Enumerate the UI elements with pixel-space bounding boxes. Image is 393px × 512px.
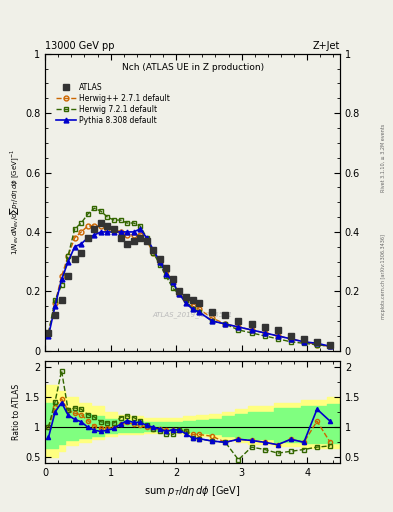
Text: Z+Jet: Z+Jet: [312, 41, 340, 51]
Text: ATLAS_2019_I1736531: ATLAS_2019_I1736531: [152, 312, 233, 318]
Text: Rivet 3.1.10, ≥ 3.2M events: Rivet 3.1.10, ≥ 3.2M events: [381, 123, 386, 192]
Legend: ATLAS, Herwig++ 2.7.1 default, Herwig 7.2.1 default, Pythia 8.308 default: ATLAS, Herwig++ 2.7.1 default, Herwig 7.…: [55, 81, 171, 126]
X-axis label: sum $p_T/d\eta\,d\phi$ [GeV]: sum $p_T/d\eta\,d\phi$ [GeV]: [144, 484, 241, 498]
Y-axis label: $1/N_{ev}\,dN_{ev}/d\!\sum\!p_T/d\eta\,d\phi\;[\mathrm{GeV}]^{-1}$: $1/N_{ev}\,dN_{ev}/d\!\sum\!p_T/d\eta\,d…: [8, 149, 21, 255]
Y-axis label: Ratio to ATLAS: Ratio to ATLAS: [12, 384, 21, 440]
Text: 13000 GeV pp: 13000 GeV pp: [45, 41, 115, 51]
Text: mcplots.cern.ch [arXiv:1306.3436]: mcplots.cern.ch [arXiv:1306.3436]: [381, 234, 386, 319]
Text: Nch (ATLAS UE in Z production): Nch (ATLAS UE in Z production): [121, 62, 264, 72]
